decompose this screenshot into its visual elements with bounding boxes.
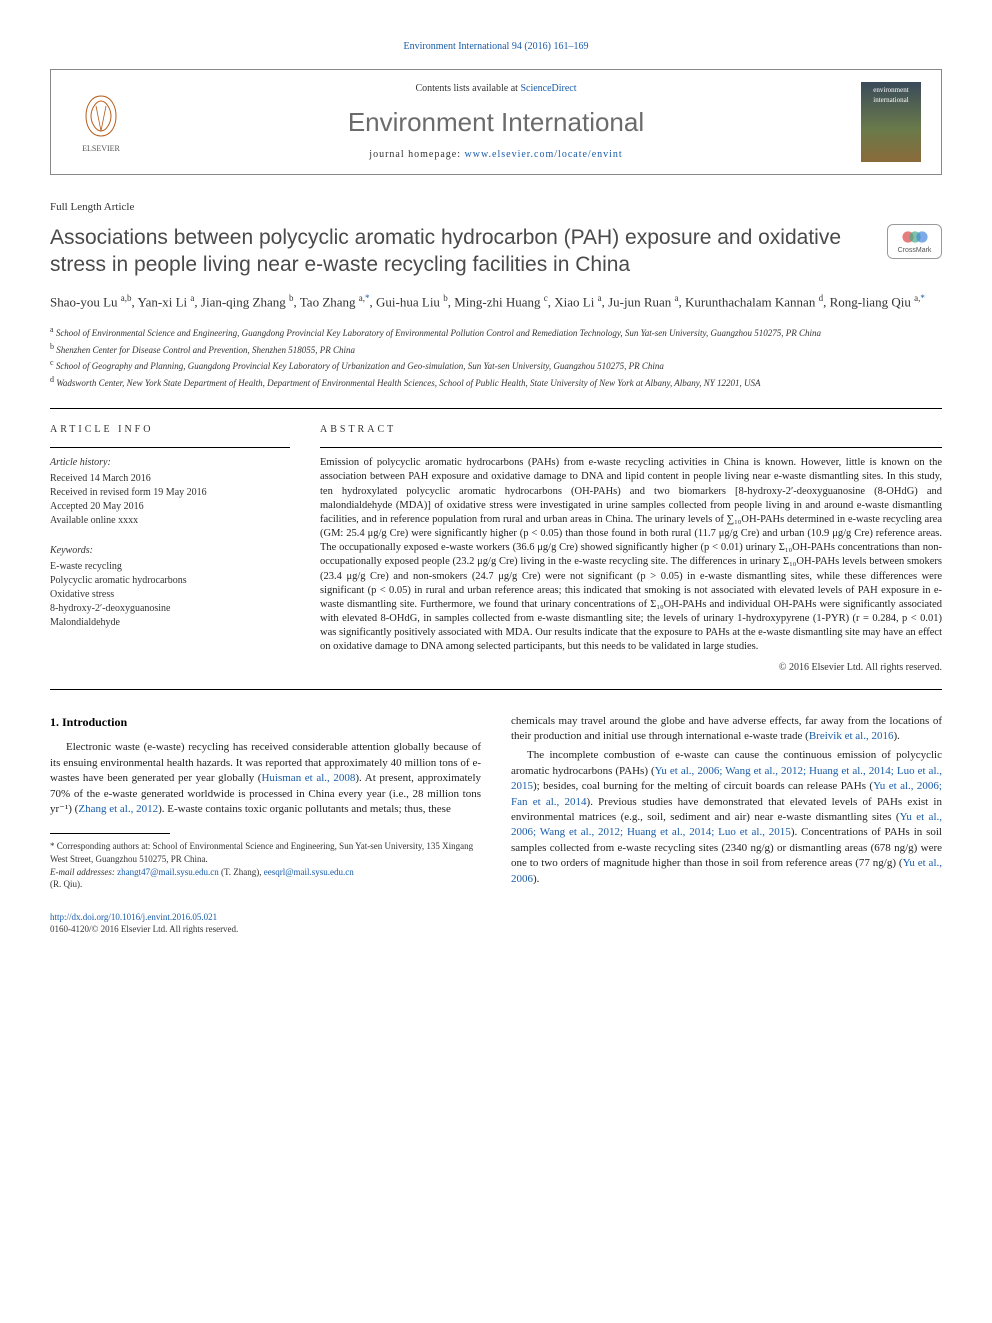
affiliations-list: a School of Environmental Science and En… <box>50 324 942 390</box>
journal-title: Environment International <box>131 104 861 140</box>
journal-header: ELSEVIER Contents lists available at Sci… <box>50 69 942 175</box>
abstract-text: Emission of polycyclic aromatic hydrocar… <box>320 456 942 654</box>
contents-available-line: Contents lists available at ScienceDirec… <box>131 82 861 96</box>
abstract-copyright: © 2016 Elsevier Ltd. All rights reserved… <box>320 661 942 675</box>
divider-top <box>50 408 942 409</box>
intro-paragraph-1: Electronic waste (e-waste) recycling has… <box>50 740 481 817</box>
journal-homepage-line: journal homepage: www.elsevier.com/locat… <box>131 148 861 162</box>
email-link-2[interactable]: eesqrl@mail.sysu.edu.cn <box>264 867 354 877</box>
abstract-label: ABSTRACT <box>320 423 942 437</box>
article-info-column: ARTICLE INFO Article history: Received 1… <box>50 423 290 674</box>
divider-bottom <box>50 689 942 690</box>
authors-list: Shao-you Lu a,b, Yan-xi Li a, Jian-qing … <box>50 292 942 312</box>
email-link-1[interactable]: zhangt47@mail.sysu.edu.cn <box>117 867 219 877</box>
elsevier-logo: ELSEVIER <box>71 87 131 157</box>
abstract-column: ABSTRACT Emission of polycyclic aromatic… <box>320 423 942 674</box>
journal-cover-thumbnail: environment international <box>861 82 921 162</box>
intro-paragraph-2: The incomplete combustion of e-waste can… <box>511 748 942 887</box>
article-history-block: Article history: Received 14 March 2016R… <box>50 456 290 528</box>
crossmark-badge[interactable]: CrossMark <box>887 224 942 259</box>
sciencedirect-link[interactable]: ScienceDirect <box>520 83 576 94</box>
article-title: Associations between polycyclic aromatic… <box>50 224 942 279</box>
article-type-label: Full Length Article <box>50 200 942 215</box>
page-footer: http://dx.doi.org/10.1016/j.envint.2016.… <box>50 911 942 936</box>
corresponding-author-footnote: * Corresponding authors at: School of En… <box>50 840 481 890</box>
introduction-heading: 1. Introduction <box>50 714 481 731</box>
intro-paragraph-cont: chemicals may travel around the globe an… <box>511 714 942 745</box>
body-right-column: chemicals may travel around the globe an… <box>511 714 942 891</box>
doi-link[interactable]: http://dx.doi.org/10.1016/j.envint.2016.… <box>50 911 942 924</box>
keywords-block: Keywords: E-waste recyclingPolycyclic ar… <box>50 544 290 630</box>
journal-homepage-link[interactable]: www.elsevier.com/locate/envint <box>465 149 623 160</box>
body-left-column: 1. Introduction Electronic waste (e-wast… <box>50 714 481 891</box>
info-abstract-row: ARTICLE INFO Article history: Received 1… <box>50 423 942 674</box>
issn-line: 0160-4120/© 2016 Elsevier Ltd. All right… <box>50 923 942 936</box>
article-info-label: ARTICLE INFO <box>50 423 290 437</box>
page-container: Environment International 94 (2016) 161–… <box>0 0 992 976</box>
journal-citation-link[interactable]: Environment International 94 (2016) 161–… <box>50 40 942 54</box>
body-text-columns: 1. Introduction Electronic waste (e-wast… <box>50 714 942 891</box>
publisher-name: ELSEVIER <box>82 143 120 154</box>
header-center: Contents lists available at ScienceDirec… <box>131 82 861 162</box>
footnote-divider <box>50 833 170 834</box>
